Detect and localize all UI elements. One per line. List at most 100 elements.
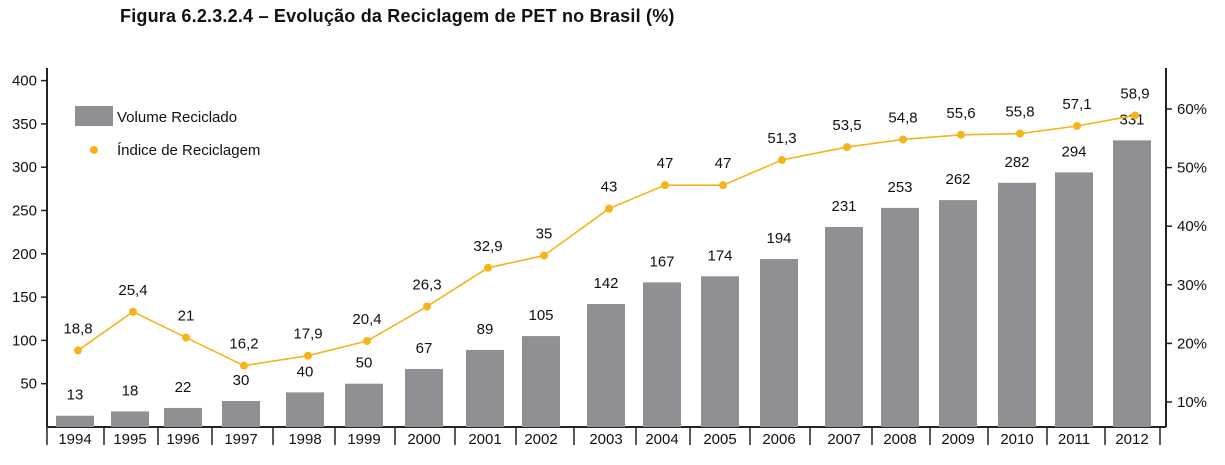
right-axis-tick-label: 50%: [1177, 160, 1207, 177]
bar-value-label: 50: [356, 355, 373, 372]
line-value-label: 21: [178, 308, 195, 325]
x-axis-tick-label: 2001: [468, 431, 501, 448]
line-point-indice-reciclagem: [661, 181, 669, 190]
x-axis-tick-label: 2003: [589, 431, 622, 448]
left-axis-tick-label: 350: [12, 116, 37, 133]
line-value-label: 25,4: [118, 282, 147, 299]
line-point-indice-reciclagem: [484, 263, 492, 272]
bar-volume-reciclado: [825, 226, 863, 427]
bar-volume-reciclado: [998, 182, 1036, 427]
line-value-label: 51,3: [767, 130, 796, 147]
line-point-indice-reciclagem: [304, 351, 312, 360]
bar-volume-reciclado: [56, 415, 94, 427]
bar-volume-reciclado: [345, 383, 383, 427]
line-value-label: 32,9: [473, 238, 502, 255]
x-axis-tick-label: 2008: [883, 431, 916, 448]
left-axis-tick-label: 250: [12, 203, 37, 220]
line-point-indice-reciclagem: [957, 130, 965, 139]
bar-volume-reciclado: [164, 407, 202, 427]
line-value-label: 58,9: [1120, 85, 1149, 102]
bar-value-label: 174: [707, 247, 732, 264]
left-axis-tick-label: 100: [12, 332, 37, 349]
bar-volume-reciclado: [701, 276, 739, 427]
bar-volume-reciclado: [222, 401, 260, 427]
line-value-label: 35: [536, 226, 553, 243]
line-value-label: 18,8: [63, 320, 92, 337]
bar-volume-reciclado: [939, 200, 977, 427]
right-axis-tick-label: 40%: [1177, 218, 1207, 235]
left-axis-tick-label: 50: [20, 376, 37, 393]
legend-label-volume: Volume Reciclado: [117, 109, 237, 126]
line-point-indice-reciclagem: [240, 361, 248, 370]
bar-value-label: 142: [593, 275, 618, 292]
line-point-indice-reciclagem: [1073, 121, 1081, 130]
right-axis-tick-label: 60%: [1177, 101, 1207, 118]
bar-volume-reciclado: [643, 282, 681, 427]
x-axis-tick-label: 1998: [288, 431, 321, 448]
x-axis-tick-label: 2011: [1058, 431, 1090, 448]
bar-volume-reciclado: [522, 336, 560, 427]
line-value-label: 43: [601, 179, 618, 196]
left-axis-tick-label: 150: [12, 289, 37, 306]
bar-value-label: 294: [1061, 143, 1086, 160]
line-value-label: 20,4: [352, 311, 381, 328]
legend-label-indice: Índice de Reciclagem: [117, 142, 260, 159]
x-axis-tick-label: 2006: [762, 431, 795, 448]
x-axis-tick-label: 1996: [166, 431, 199, 448]
right-axis-tick-label: 20%: [1177, 335, 1207, 352]
bar-value-label: 30: [233, 372, 250, 389]
line-point-indice-reciclagem: [182, 333, 190, 342]
x-axis-tick-label: 2004: [645, 431, 678, 448]
bar-value-label: 22: [175, 379, 192, 396]
line-point-indice-reciclagem: [423, 302, 431, 311]
line-point-indice-reciclagem: [1016, 129, 1024, 138]
left-axis-tick-label: 400: [12, 73, 37, 90]
x-axis-tick-label: 2012: [1115, 431, 1148, 448]
legend-bar-swatch: [75, 106, 113, 126]
bar-value-label: 167: [649, 253, 674, 270]
line-value-label: 26,3: [412, 276, 441, 293]
bar-volume-reciclado: [111, 411, 149, 427]
right-axis-tick-label: 10%: [1177, 394, 1207, 411]
line-value-label: 47: [657, 155, 674, 172]
line-value-label: 47: [715, 155, 732, 172]
bar-volume-reciclado: [405, 368, 443, 427]
x-axis-tick-label: 1994: [58, 431, 91, 448]
line-point-indice-reciclagem: [363, 337, 371, 346]
bar-value-label: 67: [416, 340, 433, 357]
bar-volume-reciclado: [1113, 140, 1151, 427]
line-value-label: 16,2: [229, 336, 258, 353]
bar-volume-reciclado: [286, 392, 324, 427]
bar-volume-reciclado: [760, 258, 798, 427]
x-axis-tick-label: 2007: [827, 431, 860, 448]
line-value-label: 54,8: [888, 109, 917, 126]
line-point-indice-reciclagem: [843, 143, 851, 152]
x-axis-tick-label: 1995: [113, 431, 146, 448]
bar-value-label: 105: [528, 307, 553, 324]
x-axis-tick-label: 2009: [941, 431, 974, 448]
line-value-label: 57,1: [1062, 96, 1091, 113]
bar-volume-reciclado: [587, 304, 625, 427]
bar-volume-reciclado: [1055, 172, 1093, 427]
line-value-label: 55,6: [946, 105, 975, 122]
x-axis-tick-label: 2005: [703, 431, 736, 448]
line-value-label: 55,8: [1005, 104, 1034, 121]
x-axis-tick-label: 1997: [224, 431, 257, 448]
bar-value-label: 253: [887, 179, 912, 196]
bar-volume-reciclado: [881, 207, 919, 427]
bar-value-label: 13: [67, 387, 84, 404]
bar-value-label: 18: [122, 382, 139, 399]
bar-volume-reciclado: [466, 349, 504, 427]
bar-value-label: 262: [945, 171, 970, 188]
line-point-indice-reciclagem: [129, 307, 137, 316]
line-point-indice-reciclagem: [719, 181, 727, 190]
bar-value-label: 282: [1004, 154, 1029, 171]
x-axis-tick-label: 2002: [524, 431, 557, 448]
x-axis-tick-label: 2000: [407, 431, 440, 448]
left-axis-tick-label: 200: [12, 246, 37, 263]
line-point-indice-reciclagem: [899, 135, 907, 144]
right-axis-tick-label: 30%: [1177, 277, 1207, 294]
line-point-indice-reciclagem: [1131, 111, 1139, 120]
bar-value-label: 89: [477, 321, 494, 338]
